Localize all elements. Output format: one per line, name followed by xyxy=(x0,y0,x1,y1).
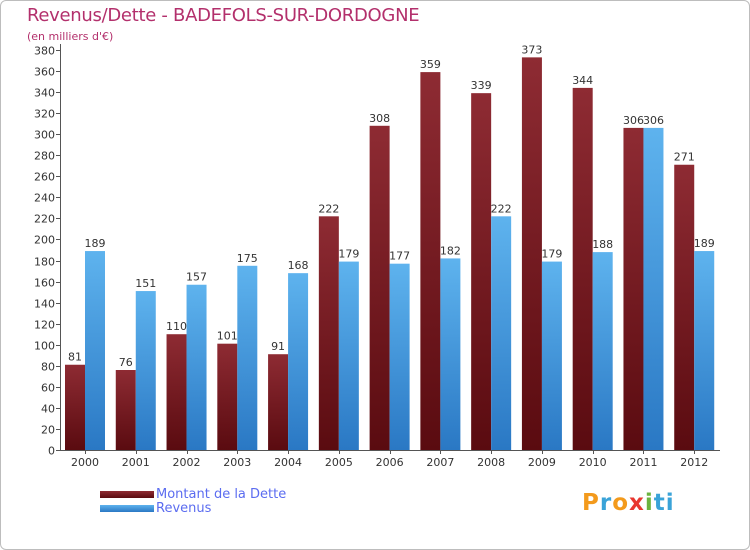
data-label-revenus-2004: 168 xyxy=(288,259,309,272)
x-tick-label-2005: 2005 xyxy=(325,456,353,469)
bar-revenus-2006 xyxy=(389,263,410,450)
data-label-revenus-2011: 306 xyxy=(643,114,664,127)
bar-revenus-2007 xyxy=(440,258,461,450)
data-label-dette-2005: 222 xyxy=(318,202,339,215)
y-tick-label: 160 xyxy=(34,277,55,290)
data-label-dette-2011: 306 xyxy=(623,114,644,127)
data-label-revenus-2001: 151 xyxy=(135,277,156,290)
data-label-dette-2000: 81 xyxy=(68,351,82,364)
data-label-revenus-2007: 182 xyxy=(440,244,461,257)
y-tick-label: 40 xyxy=(41,403,55,416)
bar-revenus-2008 xyxy=(491,216,512,450)
bar-dette-2011 xyxy=(623,127,644,450)
y-tick-label: 120 xyxy=(34,319,55,332)
y-tick-label: 380 xyxy=(34,45,55,58)
bar-revenus-2009 xyxy=(541,261,562,450)
y-tick-label: 200 xyxy=(34,234,55,247)
x-tick-label-2004: 2004 xyxy=(274,456,302,469)
data-label-dette-2003: 101 xyxy=(217,330,238,343)
bar-dette-2010 xyxy=(572,87,593,450)
bar-dette-2007 xyxy=(420,72,441,451)
y-tick-label: 60 xyxy=(41,382,55,395)
x-tick-label-2003: 2003 xyxy=(223,456,251,469)
data-label-dette-2001: 76 xyxy=(119,356,133,369)
bar-revenus-2011 xyxy=(643,127,664,450)
data-label-revenus-2009: 179 xyxy=(541,248,562,261)
data-label-revenus-2010: 188 xyxy=(592,238,613,251)
chart-title: Revenus/Dette - BADEFOLS-SUR-DORDOGNE xyxy=(27,5,420,26)
y-tick-label: 300 xyxy=(34,129,55,142)
bar-dette-2005 xyxy=(318,216,339,450)
y-tick-label: 100 xyxy=(34,340,55,353)
bar-revenus-2004 xyxy=(288,273,309,450)
bar-dette-2003 xyxy=(217,343,238,450)
legend-swatch-revenus xyxy=(100,504,154,512)
bar-dette-2012 xyxy=(674,164,695,450)
data-label-dette-2007: 359 xyxy=(420,58,441,71)
bar-revenus-2000 xyxy=(85,251,105,450)
data-label-dette-2010: 344 xyxy=(572,74,593,87)
bar-dette-2008 xyxy=(471,93,492,450)
y-tick-label: 0 xyxy=(48,445,55,458)
x-tick-label-2008: 2008 xyxy=(477,456,505,469)
y-tick-label: 280 xyxy=(34,150,55,163)
y-tick-label: 220 xyxy=(34,213,55,226)
y-tick-label: 260 xyxy=(34,171,55,184)
data-label-revenus-2000: 189 xyxy=(85,237,106,250)
x-tick-label-2007: 2007 xyxy=(426,456,454,469)
chart-subtitle: (en milliers d'€) xyxy=(27,30,114,43)
legend-swatch-dette xyxy=(100,490,154,498)
y-tick-label: 320 xyxy=(34,108,55,121)
y-tick-label: 20 xyxy=(41,424,55,437)
x-tick-label-2012: 2012 xyxy=(680,456,708,469)
bar-revenus-2010 xyxy=(592,252,613,450)
x-tick-label-2011: 2011 xyxy=(629,456,657,469)
data-label-dette-2008: 339 xyxy=(471,79,492,92)
data-label-dette-2002: 110 xyxy=(166,320,187,333)
x-tick-label-2010: 2010 xyxy=(579,456,607,469)
bar-dette-2001 xyxy=(115,370,136,450)
bar-dette-2009 xyxy=(521,57,542,451)
y-tick-label: 180 xyxy=(34,256,55,269)
data-label-dette-2004: 91 xyxy=(271,340,285,353)
legend-label-dette: Montant de la Dette xyxy=(156,486,287,502)
y-tick-label: 240 xyxy=(34,192,55,205)
data-label-revenus-2003: 175 xyxy=(237,252,258,265)
legend-item-dette: Montant de la Dette xyxy=(100,486,287,502)
legend-label-revenus: Revenus xyxy=(156,500,212,516)
x-tick-label-2001: 2001 xyxy=(122,456,150,469)
bar-dette-2000 xyxy=(65,364,85,450)
bar-revenus-2003 xyxy=(237,265,258,450)
y-tick-label: 360 xyxy=(34,66,55,79)
x-tick-label-2002: 2002 xyxy=(173,456,201,469)
bar-dette-2006 xyxy=(369,125,390,450)
data-label-revenus-2002: 157 xyxy=(186,271,207,284)
x-tick-label-2000: 2000 xyxy=(71,456,99,469)
data-label-revenus-2005: 179 xyxy=(338,248,359,261)
x-tick-label-2009: 2009 xyxy=(528,456,556,469)
bar-revenus-2012 xyxy=(694,251,715,450)
y-tick-label: 140 xyxy=(34,298,55,311)
x-tick-label-2006: 2006 xyxy=(376,456,404,469)
proxiti-logo: Proxiti xyxy=(582,490,675,516)
data-label-revenus-2012: 189 xyxy=(694,237,715,250)
data-label-revenus-2008: 222 xyxy=(491,202,512,215)
y-tick-label: 340 xyxy=(34,87,55,100)
legend-item-revenus: Revenus xyxy=(100,500,212,516)
data-label-dette-2012: 271 xyxy=(674,151,695,164)
data-label-revenus-2006: 177 xyxy=(389,250,410,263)
data-label-dette-2006: 308 xyxy=(369,112,390,125)
bar-revenus-2001 xyxy=(135,291,156,450)
bar-dette-2002 xyxy=(166,334,187,450)
y-tick-label: 80 xyxy=(41,361,55,374)
bar-revenus-2002 xyxy=(186,284,207,450)
data-label-dette-2009: 373 xyxy=(521,43,542,56)
bar-revenus-2005 xyxy=(338,261,359,450)
bar-dette-2004 xyxy=(268,354,289,450)
